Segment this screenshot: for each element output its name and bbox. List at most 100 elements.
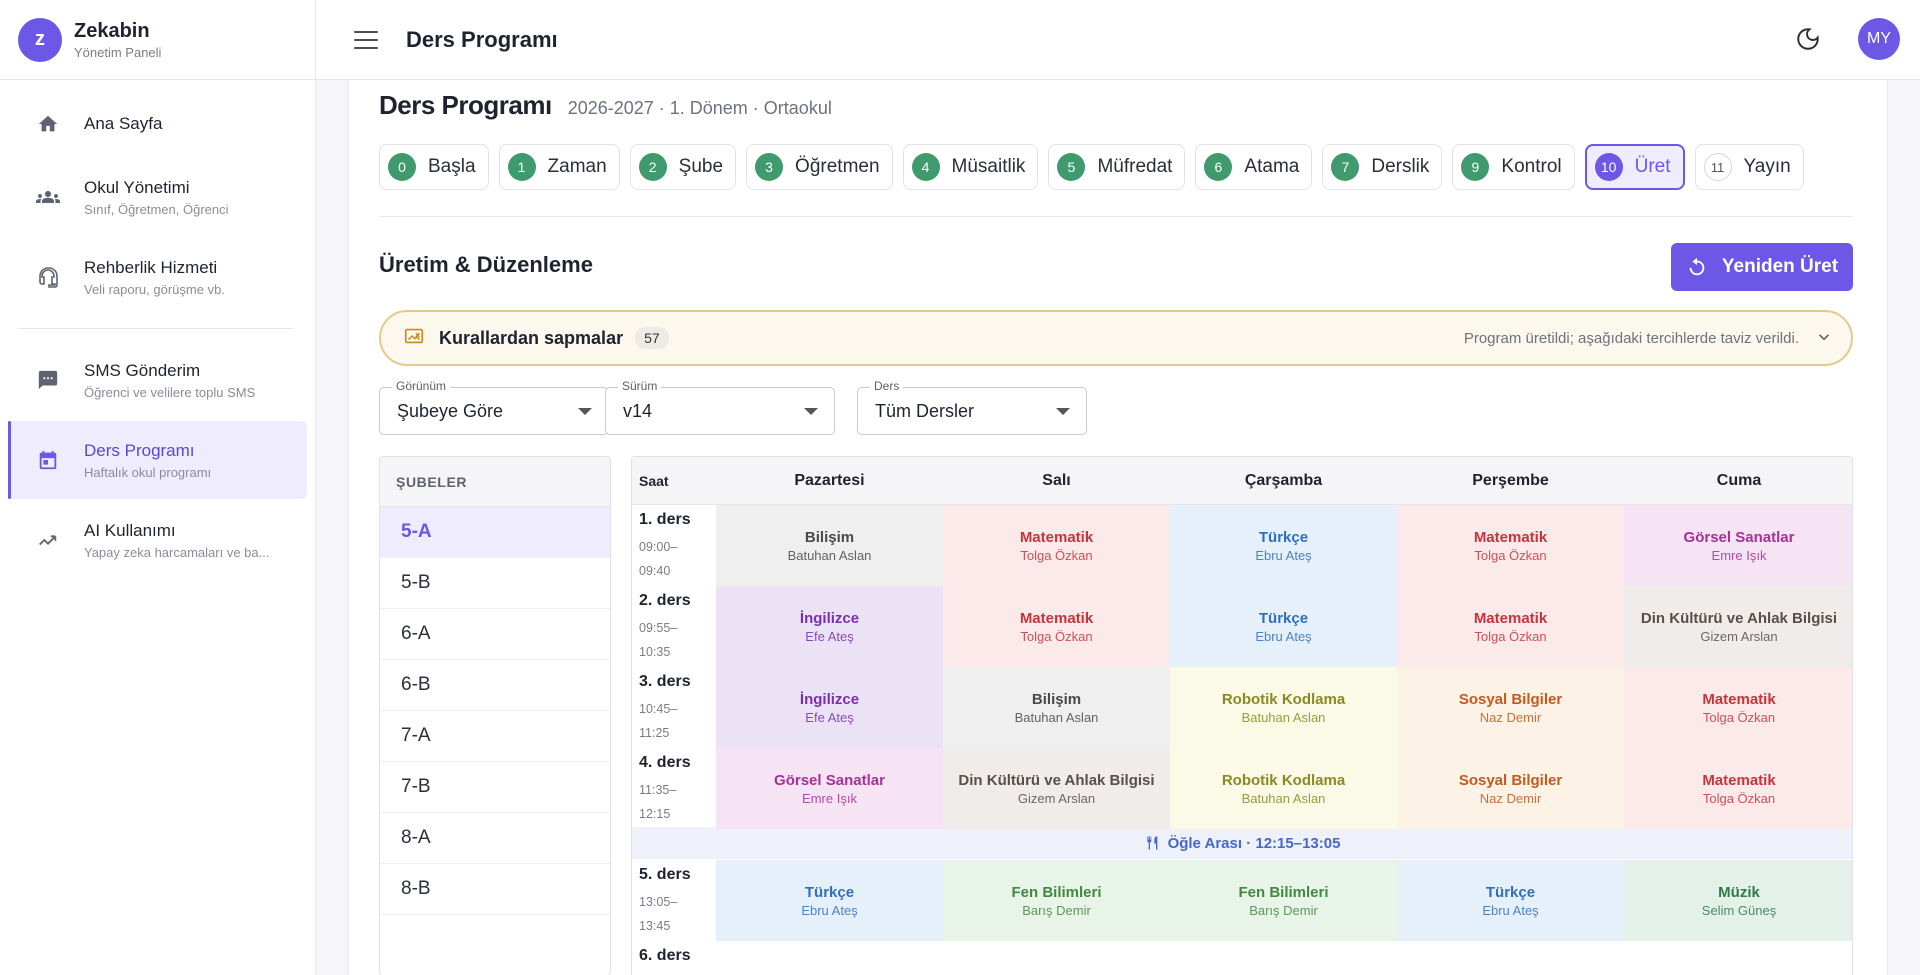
lesson-cell[interactable]: Matematik Tolga Özkan — [1624, 667, 1852, 748]
dark-mode-icon[interactable] — [1792, 23, 1824, 55]
step-mufredat[interactable]: 5 Müfredat — [1048, 144, 1186, 190]
lesson-cell[interactable]: Matematik Tolga Özkan — [943, 505, 1170, 586]
lesson-cell[interactable]: Türkçe Ebru Ateş — [1397, 860, 1624, 941]
step-basla[interactable]: 0 Başla — [379, 144, 489, 190]
avatar[interactable]: MY — [1858, 18, 1900, 60]
step-ogretmen[interactable]: 3 Öğretmen — [746, 144, 893, 190]
period-end: 10:35 — [639, 645, 671, 659]
lesson-cell[interactable]: Din Kültürü ve Ahlak Bilgisi Gizem Arslan — [943, 748, 1170, 829]
caret-down-icon — [1056, 408, 1070, 415]
lesson-teacher: Gizem Arslan — [1017, 790, 1096, 806]
lesson-subject: Türkçe — [1258, 609, 1309, 627]
branch-item-5a[interactable]: 5-A — [380, 507, 610, 558]
step-number: 4 — [911, 153, 940, 181]
lesson-teacher: Ebru Ateş — [1255, 547, 1312, 563]
lesson-cell[interactable]: Matematik Tolga Özkan — [1397, 505, 1624, 586]
step-number: 7 — [1331, 153, 1360, 181]
lesson-cell[interactable]: Fen Bilimleri Barış Demir — [1170, 860, 1397, 941]
lesson-cell[interactable]: Robotik Kodlama Batuhan Aslan — [1170, 667, 1397, 748]
period-name: 5. ders — [639, 866, 691, 883]
lesson-subject: Sosyal Bilgiler — [1458, 690, 1563, 708]
lesson-cell[interactable]: Türkçe Ebru Ateş — [1170, 586, 1397, 667]
step-kontrol[interactable]: 9 Kontrol — [1452, 144, 1575, 190]
page-title: Ders Programı — [379, 90, 552, 120]
sidebar-item-ders-programi[interactable]: Ders Programı Haftalık okul programı — [8, 421, 307, 499]
lesson-teacher: Batuhan Aslan — [787, 547, 872, 563]
sidebar-item-rehberlik[interactable]: Rehberlik Hizmeti Veli raporu, görüşme v… — [8, 238, 307, 316]
lesson-subject: Matematik — [1019, 609, 1094, 627]
branch-item-6b[interactable]: 6-B — [380, 660, 610, 711]
lesson-cell[interactable]: Bilişim Batuhan Aslan — [943, 667, 1170, 748]
lesson-cell[interactable]: Görsel Sanatlar Emre Işık — [716, 748, 943, 829]
regenerate-button[interactable]: Yeniden Üret — [1671, 243, 1853, 291]
lesson-teacher: Naz Demir — [1479, 709, 1542, 725]
lesson-cell[interactable]: İngilizce Efe Ateş — [716, 667, 943, 748]
branch-item-7a[interactable]: 7-A — [380, 711, 610, 762]
lesson-cell[interactable]: Görsel Sanatlar Emre Işık — [1624, 505, 1852, 586]
lesson-cell[interactable]: Matematik Tolga Özkan — [943, 586, 1170, 667]
brand[interactable]: z Zekabin Yönetim Paneli — [0, 0, 315, 80]
sidebar-item-label: SMS Gönderim — [84, 360, 201, 380]
deviations-alert[interactable]: Kurallardan sapmalar 57 Program üretildi… — [379, 310, 1853, 366]
period-start: 10:45– — [639, 702, 678, 716]
lesson-cell[interactable]: Sosyal Bilgiler Naz Demir — [1397, 748, 1624, 829]
step-uret[interactable]: 10 Üret — [1584, 144, 1685, 190]
step-musaitlik[interactable]: 4 Müsaitlik — [902, 144, 1039, 190]
lesson-teacher: Efe Ateş — [805, 628, 854, 644]
step-label: Üret — [1634, 156, 1671, 177]
step-label: Şube — [678, 156, 724, 177]
subject-select[interactable]: Ders Tüm Dersler — [857, 379, 1087, 435]
branch-item-8a[interactable]: 8-A — [380, 813, 610, 864]
version-select[interactable]: Sürüm v14 — [605, 379, 835, 435]
sidebar-item-okul-yonetimi[interactable]: Okul Yönetimi Sınıf, Öğretmen, Öğrenci — [8, 158, 307, 236]
sms-icon — [36, 368, 60, 392]
sidebar-item-label: AI Kullanımı — [84, 520, 176, 540]
lesson-cell[interactable]: Müzik Selim Güneş — [1624, 860, 1852, 941]
subject-select-label: Ders — [870, 379, 904, 393]
alert-count-badge: 57 — [635, 327, 669, 349]
lesson-cell[interactable]: İngilizce Efe Ateş — [716, 586, 943, 667]
period-end: 09:40 — [639, 564, 671, 578]
lesson-subject: İngilizce — [799, 609, 860, 627]
sidebar-item-sub: Öğrenci ve velilere toplu SMS — [84, 384, 256, 400]
lesson-subject: Matematik — [1473, 528, 1548, 546]
step-atama[interactable]: 6 Atama — [1195, 144, 1313, 190]
period-name: 4. ders — [639, 754, 691, 771]
chevron-down-icon[interactable] — [1815, 328, 1833, 351]
lesson-subject: Matematik — [1473, 609, 1548, 627]
period-time-cell: 4. ders 11:35– 12:15 — [632, 754, 716, 826]
lesson-cell[interactable]: Matematik Tolga Özkan — [1397, 586, 1624, 667]
branch-item-6a[interactable]: 6-A — [380, 609, 610, 660]
lesson-cell[interactable]: Fen Bilimleri Barış Demir — [943, 860, 1170, 941]
lesson-teacher: Batuhan Aslan — [1241, 709, 1326, 725]
refresh-icon — [1686, 256, 1708, 278]
sidebar: z Zekabin Yönetim Paneli Ana Sayfa Okul … — [0, 0, 316, 975]
wizard-steps: 0 Başla 1 Zaman 2 Şube 3 Öğretmen 4 Müsaitlik… — [379, 144, 1814, 190]
step-number: 3 — [755, 153, 784, 181]
sidebar-item-sms[interactable]: SMS Gönderim Öğrenci ve velilere toplu S… — [8, 341, 307, 419]
lesson-cell[interactable]: Türkçe Ebru Ateş — [1170, 505, 1397, 586]
step-yayin[interactable]: 11 Yayın — [1694, 144, 1804, 190]
step-label: Zaman — [547, 156, 607, 177]
step-sube[interactable]: 2 Şube — [629, 144, 737, 190]
step-number: 10 — [1594, 153, 1623, 181]
branch-item-5b[interactable]: 5-B — [380, 558, 610, 609]
branch-list-header: ŞUBELER — [380, 457, 610, 507]
step-zaman[interactable]: 1 Zaman — [498, 144, 620, 190]
sidebar-item-ai-kullanimi[interactable]: AI Kullanımı Yapay zeka harcamaları ve b… — [8, 501, 307, 579]
step-derslik[interactable]: 7 Derslik — [1322, 144, 1443, 190]
view-select[interactable]: Görünüm Şubeye Göre — [379, 379, 609, 435]
sidebar-item-ana-sayfa[interactable]: Ana Sayfa — [8, 92, 307, 156]
lesson-cell[interactable]: Din Kültürü ve Ahlak Bilgisi Gizem Arslan — [1624, 586, 1852, 667]
lesson-cell[interactable]: Türkçe Ebru Ateş — [716, 860, 943, 941]
menu-icon[interactable] — [352, 28, 380, 52]
branch-item-8b[interactable]: 8-B — [380, 864, 610, 915]
lesson-cell[interactable]: Sosyal Bilgiler Naz Demir — [1397, 667, 1624, 748]
step-number: 9 — [1461, 153, 1490, 181]
branch-item-7b[interactable]: 7-B — [380, 762, 610, 813]
alert-message: Program üretildi; aşağıdaki tercihlerde … — [1463, 329, 1799, 347]
lesson-subject: Robotik Kodlama — [1221, 690, 1346, 708]
lesson-cell[interactable]: Bilişim Batuhan Aslan — [716, 505, 943, 586]
lesson-cell[interactable]: Robotik Kodlama Batuhan Aslan — [1170, 748, 1397, 829]
lesson-cell[interactable]: Matematik Tolga Özkan — [1624, 748, 1852, 829]
